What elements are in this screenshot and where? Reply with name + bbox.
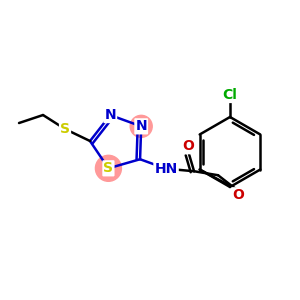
Text: N: N [104,108,116,122]
Circle shape [130,115,152,137]
Text: N: N [135,119,147,133]
Text: O: O [232,188,244,202]
Text: HN: HN [154,162,178,176]
Text: Cl: Cl [223,88,237,102]
Text: O: O [182,139,194,153]
Text: S: S [60,122,70,136]
Circle shape [95,155,122,181]
Text: S: S [103,161,113,175]
